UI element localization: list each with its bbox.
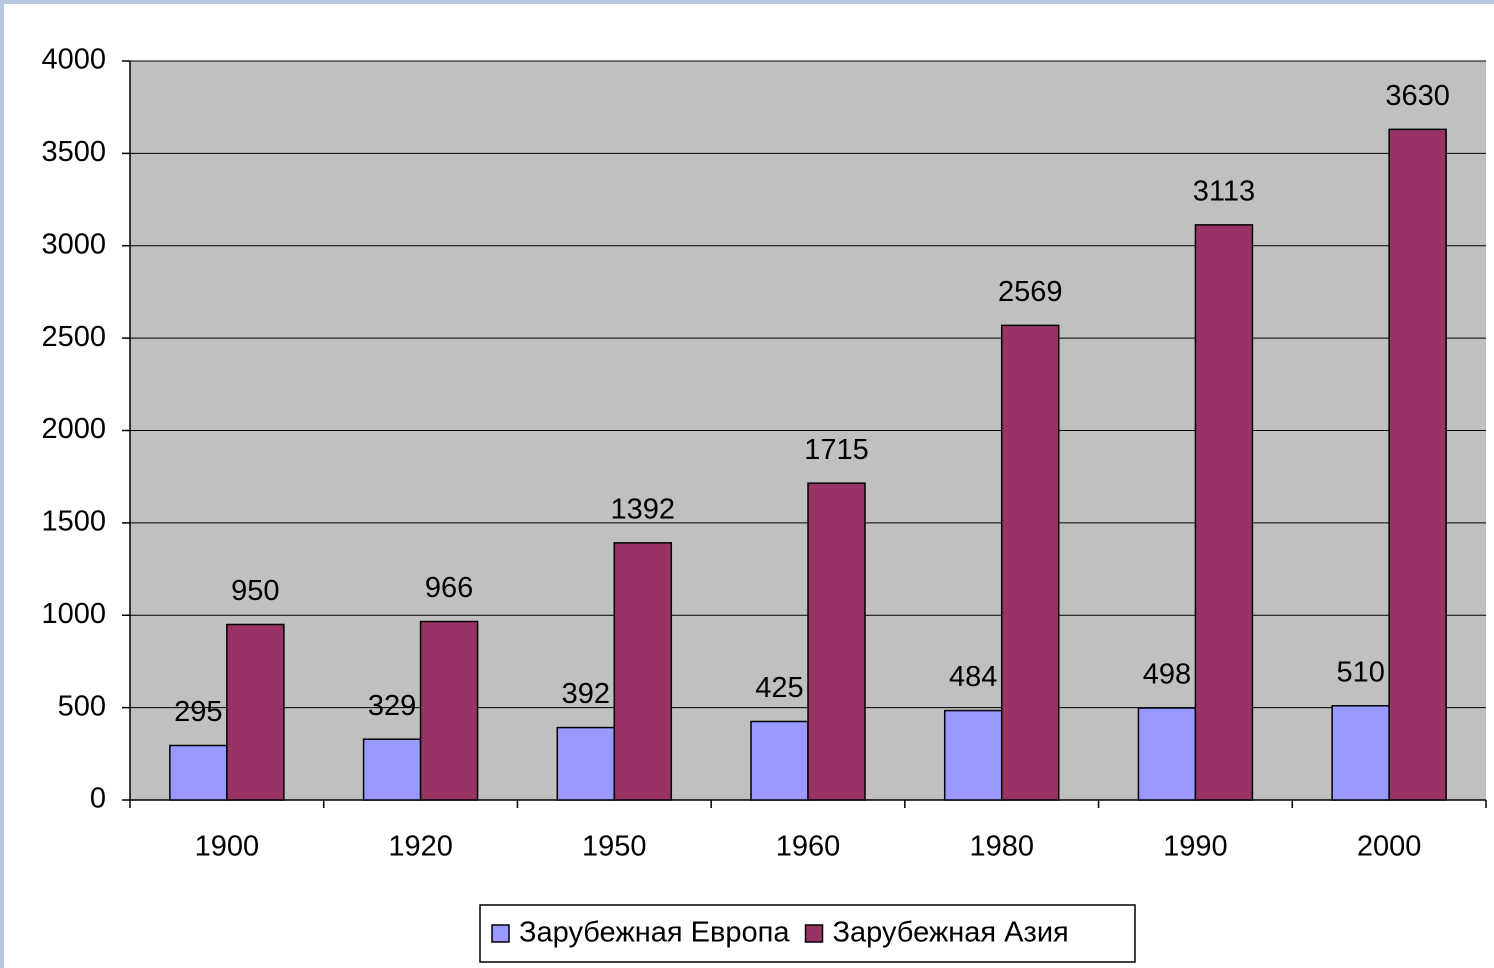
data-label: 3113	[1193, 176, 1255, 208]
x-tick-label: 1980	[969, 831, 1034, 863]
x-tick-label: 1900	[195, 831, 260, 863]
data-label: 2569	[998, 276, 1063, 308]
y-tick-label: 0	[90, 783, 106, 815]
x-tick-label: 1990	[1163, 831, 1228, 863]
bar	[362, 738, 422, 801]
legend-label: Зарубежная Европа	[519, 917, 790, 949]
bar	[807, 482, 866, 801]
y-tick-label: 3500	[41, 136, 106, 168]
y-tick-label: 1500	[41, 506, 106, 538]
bar	[1137, 707, 1197, 801]
data-label: 498	[1143, 659, 1191, 691]
data-label: 1392	[611, 493, 676, 525]
y-tick-label: 4000	[41, 44, 106, 76]
data-label: 3630	[1385, 80, 1450, 112]
bar	[1194, 224, 1254, 801]
data-label: 329	[368, 690, 416, 722]
y-tick-label: 500	[58, 690, 106, 722]
x-tick-label: 2000	[1357, 831, 1422, 863]
y-tick-label: 3000	[41, 228, 106, 260]
bar	[169, 744, 228, 801]
bar	[419, 620, 479, 801]
bar	[226, 623, 285, 801]
bar	[556, 726, 616, 801]
bar	[1331, 705, 1390, 801]
data-label: 425	[755, 672, 803, 704]
data-label: 950	[231, 575, 279, 607]
y-tick-label: 1000	[41, 598, 106, 630]
data-label: 392	[562, 678, 610, 710]
y-tick-label: 2000	[41, 413, 106, 445]
data-label: 1715	[804, 434, 869, 466]
data-label: 295	[174, 696, 222, 728]
data-label: 510	[1336, 656, 1384, 688]
legend-swatch	[804, 924, 824, 943]
x-tick-label: 1920	[388, 831, 453, 863]
y-tick-label: 2500	[41, 321, 106, 353]
data-label: 966	[425, 572, 473, 604]
bar	[1388, 128, 1447, 801]
legend-label: Зарубежная Азия	[833, 917, 1069, 949]
bar	[943, 709, 1003, 801]
legend-swatch	[491, 924, 510, 943]
bar	[750, 720, 809, 801]
bar	[1000, 324, 1060, 801]
x-tick-label: 1950	[582, 831, 647, 863]
bar	[613, 542, 673, 801]
x-tick-label: 1960	[776, 831, 841, 863]
data-label: 484	[949, 661, 997, 693]
